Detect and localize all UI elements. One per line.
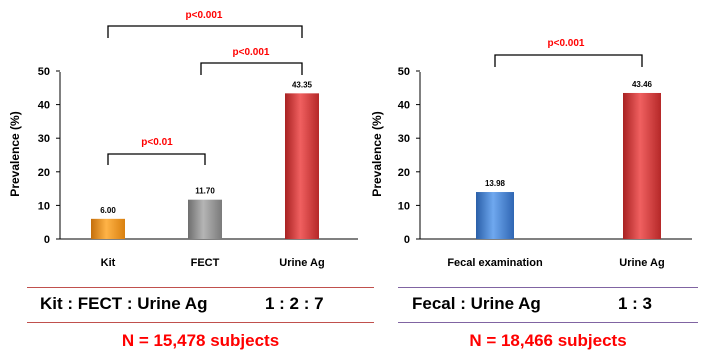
left-y-tick-label: 30	[38, 133, 50, 145]
right-y-axis-label: Prevalence (%)	[370, 111, 384, 196]
left-ratio-label: Kit : FECT : Urine Ag	[40, 294, 208, 313]
left-pvalue-kit-fect: p<0.01	[141, 137, 173, 148]
right-n-subjects: N = 18,466 subjects	[469, 331, 627, 350]
left-y-tick-label: 20	[38, 167, 50, 179]
right-y-tick-label: 20	[398, 167, 410, 179]
right-bar	[476, 192, 514, 239]
left-bar-value-label: 6.00	[100, 206, 116, 215]
left-bar	[91, 218, 125, 239]
right-y-tick-label: 10	[398, 200, 410, 212]
left-y-tick-label: 40	[38, 100, 50, 112]
right-bar-value-label: 43.46	[632, 80, 653, 89]
left-bar-value-label: 43.35	[292, 80, 313, 89]
right-bar	[623, 92, 661, 240]
right-bar-value-label: 13.98	[485, 179, 506, 188]
right-divider-top	[398, 287, 698, 288]
right-pvalue-fecal-urine: p<0.001	[548, 38, 585, 49]
left-category-label: Kit	[101, 257, 116, 269]
left-pvalue-kit-urine: p<0.001	[186, 10, 223, 21]
left-bracket-fect-urine	[200, 62, 303, 75]
right-category-label: Fecal examination	[447, 257, 543, 269]
left-chart: Prevalence (%) 0 10 20 30 40 50 6.00 Kit 11.70 F…	[8, 10, 358, 269]
right-category-label: Urine Ag	[619, 257, 664, 269]
left-category-label: Urine Ag	[279, 257, 324, 269]
left-ratio-value: 1 : 2 : 7	[265, 294, 324, 313]
left-bar	[285, 93, 319, 240]
right-chart: Prevalence (%) 0 10 20 30 40 50 13.98 Fecal ex…	[370, 38, 692, 269]
left-divider	[27, 322, 374, 323]
right-ratio-value: 1 : 3	[618, 294, 653, 313]
left-bracket-kit-urine	[107, 25, 303, 38]
left-divider-top	[27, 287, 374, 288]
right-divider	[398, 322, 698, 323]
left-y-axis-label: Prevalence (%)	[8, 111, 22, 196]
right-y-tick-label: 40	[398, 100, 410, 112]
right-y-tick-label: 30	[398, 133, 410, 145]
left-category-label: FECT	[191, 257, 220, 269]
left-bar-value-label: 11.70	[195, 187, 215, 196]
right-y-tick-label: 0	[404, 234, 410, 246]
right-y-tick-label: 50	[398, 66, 410, 78]
left-y-tick-label: 50	[38, 66, 50, 78]
left-n-subjects: N = 15,478 subjects	[121, 331, 280, 350]
right-bracket-fecal-urine	[494, 54, 643, 67]
right-ratio-label: Fecal : Urine Ag	[412, 294, 541, 313]
left-bracket-kit-fect	[107, 153, 206, 165]
left-y-tick-label: 10	[38, 200, 50, 212]
left-pvalue-fect-urine: p<0.001	[233, 47, 270, 58]
left-bar	[188, 199, 222, 239]
left-y-tick-label: 0	[44, 234, 50, 246]
